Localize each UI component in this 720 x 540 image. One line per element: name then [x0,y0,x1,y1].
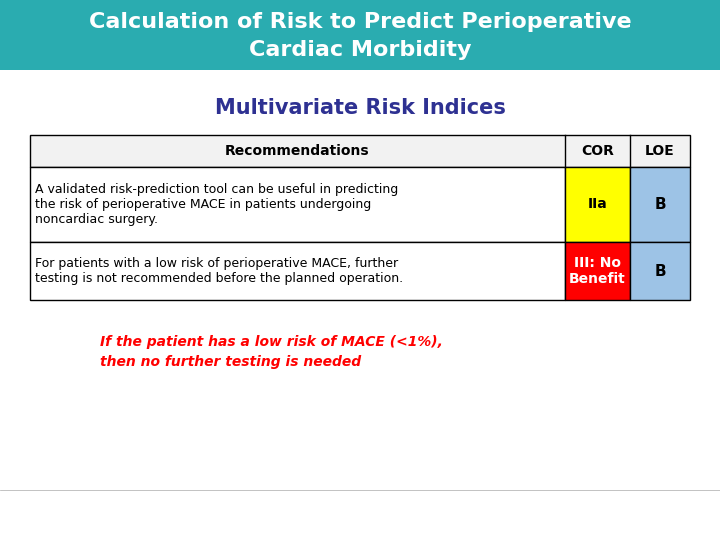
FancyBboxPatch shape [30,242,565,300]
Text: B: B [654,264,666,279]
Text: Multivariate Risk Indices: Multivariate Risk Indices [215,98,505,118]
FancyBboxPatch shape [30,167,565,242]
Text: Cardiac Morbidity: Cardiac Morbidity [248,40,472,60]
Text: A validated risk-prediction tool can be useful in predicting
the risk of periope: A validated risk-prediction tool can be … [35,183,398,226]
Text: Recommendations: Recommendations [225,144,370,158]
Text: For patients with a low risk of perioperative MACE, further
testing is not recom: For patients with a low risk of perioper… [35,257,403,285]
Text: If the patient has a low risk of MACE (<1%),: If the patient has a low risk of MACE (<… [100,335,443,349]
Text: III: No
Benefit: III: No Benefit [569,256,626,286]
FancyBboxPatch shape [630,242,690,300]
Text: Calculation of Risk to Predict Perioperative: Calculation of Risk to Predict Periopera… [89,12,631,32]
FancyBboxPatch shape [630,167,690,242]
Text: B: B [654,197,666,212]
FancyBboxPatch shape [0,0,720,70]
FancyBboxPatch shape [565,167,630,242]
FancyBboxPatch shape [565,242,630,300]
FancyBboxPatch shape [30,135,690,167]
Text: IIa: IIa [588,198,608,212]
Text: COR: COR [581,144,614,158]
Text: then no further testing is needed: then no further testing is needed [100,355,361,369]
Text: LOE: LOE [645,144,675,158]
